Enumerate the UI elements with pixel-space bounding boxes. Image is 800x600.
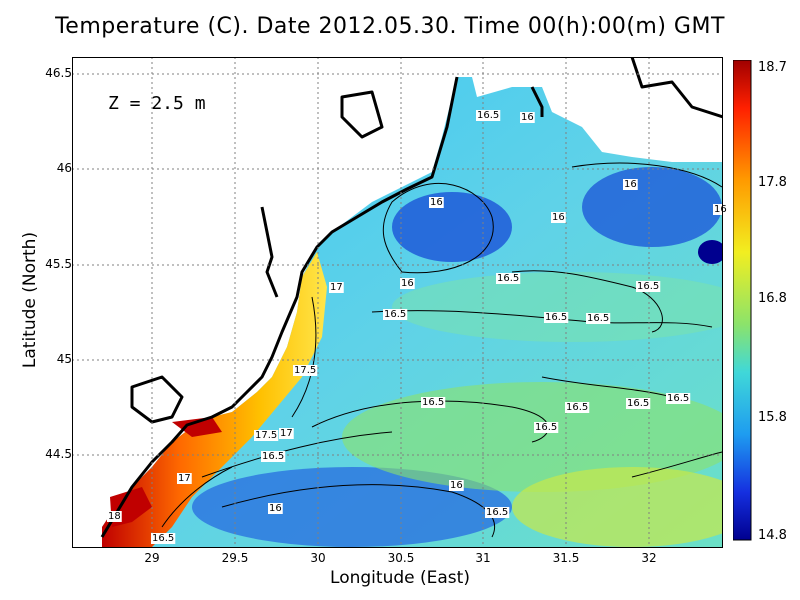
contour-label-bg <box>666 393 691 404</box>
colorbar-tick: 16.8 <box>758 291 787 306</box>
contour-label: 16.5 <box>566 402 588 413</box>
x-tick-label: 30 <box>310 551 326 565</box>
colorbar <box>733 60 752 541</box>
contour-label-bg <box>565 402 590 413</box>
y-tick-label: 46 <box>56 161 72 175</box>
contour-label: 16.5 <box>152 533 174 544</box>
colorbar-tick: 14.8 <box>758 528 787 543</box>
contour-label: 16 <box>269 503 282 514</box>
contour-label-bg <box>623 179 638 190</box>
x-tick-label: 31 <box>475 551 491 565</box>
hot-spot-north <box>172 417 222 437</box>
y-tick-label: 46.5 <box>45 66 72 80</box>
temperature-map: 16.5 16 16 16 16 16 16.5 16 17 16.5 16.5… <box>72 57 728 548</box>
contour-label: 16.5 <box>545 312 567 323</box>
contour-label: 17.5 <box>294 365 316 376</box>
contour-label: 17.5 <box>255 430 277 441</box>
contour-label: 16.5 <box>535 422 557 433</box>
contour-label: 16.5 <box>477 110 499 121</box>
contour-label: 18 <box>108 511 121 522</box>
mid-band-2 <box>512 467 723 547</box>
contour-label: 16 <box>552 212 565 223</box>
coastal-warm-region <box>102 252 327 547</box>
contour-label-bg <box>279 428 294 439</box>
contour-label-bg <box>496 273 521 284</box>
contour-label-bg <box>520 112 535 123</box>
x-tick-label: 31.5 <box>552 551 580 565</box>
x-tick-label: 30.5 <box>387 551 415 565</box>
contour-label: 17 <box>178 473 191 484</box>
contour-label-bg <box>421 397 446 408</box>
contour-label: 16 <box>624 179 637 190</box>
cold-patch-3 <box>698 240 723 264</box>
contour-label: 16.5 <box>637 281 659 292</box>
contour-label-bg <box>626 398 651 409</box>
contour-label-bg <box>400 278 415 289</box>
contour-label: 16.5 <box>497 273 519 284</box>
colorbar-tick: 18.7 <box>758 60 787 75</box>
contour-label: 17 <box>280 428 293 439</box>
colorbar-tick: 17.8 <box>758 175 787 190</box>
cold-patch-1 <box>392 192 512 262</box>
coastline <box>100 57 723 538</box>
contour-label: 16.5 <box>262 451 284 462</box>
contour-label-bg <box>713 204 728 215</box>
plot-frame <box>72 57 723 548</box>
y-tick-label: 45 <box>56 352 72 366</box>
x-tick-label: 32 <box>641 551 657 565</box>
contour-label-bg <box>449 480 464 491</box>
contour-label-bg <box>485 507 510 518</box>
contour-label: 16.5 <box>587 313 609 324</box>
contour-label: 16.5 <box>667 393 689 404</box>
contour-label-bg <box>177 473 192 484</box>
contour-label-bg <box>429 197 444 208</box>
contour-label-bg <box>636 281 661 292</box>
contour-label-bg <box>383 309 408 320</box>
contour-label: 16 <box>521 112 534 123</box>
contour-label-bg <box>476 110 501 121</box>
contour-label-bg <box>329 282 344 293</box>
y-tick-label: 44.5 <box>45 447 72 461</box>
contour-label-bg <box>254 430 279 441</box>
y-axis-title: Latitude (North) <box>20 231 40 369</box>
contour-label-bg <box>151 533 176 544</box>
map-title: Temperature (C). Date 2012.05.30. Time 0… <box>55 14 725 39</box>
contour-label-bg <box>293 365 318 376</box>
contour-label: 16.5 <box>384 309 406 320</box>
contour-label: 16 <box>401 278 414 289</box>
colorbar-tick: 15.8 <box>758 410 787 425</box>
contour-label: 16.5 <box>486 507 508 518</box>
contour-label-bg <box>544 312 569 323</box>
y-tick-label: 45.5 <box>45 257 72 271</box>
contour-label: 16 <box>430 197 443 208</box>
contour-label: 16 <box>714 204 727 215</box>
x-tick-label: 29 <box>144 551 160 565</box>
depth-label: Z = 2.5 m <box>108 93 206 114</box>
contour-label: 16.5 <box>422 397 444 408</box>
contour-label: 16.5 <box>627 398 649 409</box>
x-axis-title: Longitude (East) <box>330 568 470 588</box>
contour-label-bg <box>586 313 611 324</box>
contour-label-bg <box>261 451 286 462</box>
x-tick-label: 29.5 <box>221 551 249 565</box>
cold-patch-4 <box>192 467 512 547</box>
contour-label: 17 <box>330 282 343 293</box>
contour-label-bg <box>268 503 283 514</box>
cold-patch-2 <box>582 167 722 247</box>
contour-label: 16 <box>450 480 463 491</box>
contour-labels: 16.5 16 16 16 16 16 16.5 16 17 16.5 16.5… <box>107 110 728 544</box>
mid-band-1 <box>342 382 723 492</box>
grid-lines <box>72 57 723 547</box>
contour-label-bg <box>551 212 566 223</box>
contour-label-bg <box>534 422 559 433</box>
contour-label-bg <box>107 511 122 522</box>
